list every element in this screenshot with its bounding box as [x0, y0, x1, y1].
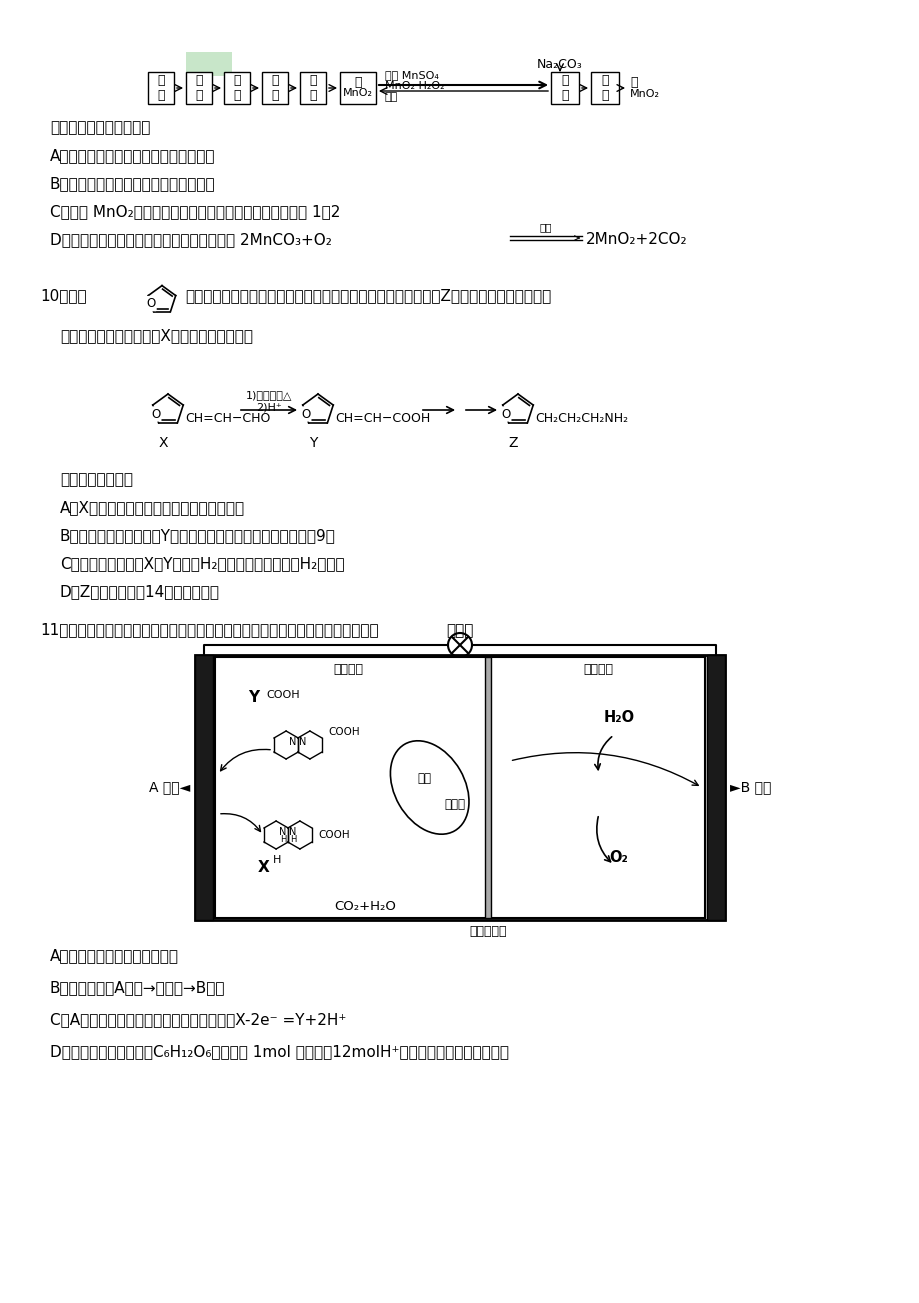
- FancyBboxPatch shape: [590, 72, 618, 104]
- Text: 灰氧条件: 灰氧条件: [334, 663, 363, 676]
- Text: B．不考虑立体异构，与Y具有相同官能团的呋喃类化合物共有9种: B．不考虑立体异构，与Y具有相同官能团的呋喃类化合物共有9种: [60, 528, 335, 543]
- Text: 有机物: 有机物: [444, 797, 465, 810]
- FancyBboxPatch shape: [186, 72, 211, 104]
- Text: B．电子流向：A电极→用电器→B电极: B．电子流向：A电极→用电器→B电极: [50, 980, 225, 995]
- Text: A 电极◄: A 电极◄: [149, 780, 190, 795]
- Text: MnO₂ H₂O₂: MnO₂ H₂O₂: [384, 81, 444, 91]
- Text: CH=CH−COOH: CH=CH−COOH: [335, 412, 430, 425]
- Text: COOH: COOH: [266, 691, 300, 700]
- Text: D．沉锰后焙烧时，发生反应的化学方程式为 2MnCO₃+O₂: D．沉锰后焙烧时，发生反应的化学方程式为 2MnCO₃+O₂: [50, 232, 332, 248]
- Text: 1)银氨溶液△: 1)银氨溶液△: [245, 390, 292, 400]
- FancyBboxPatch shape: [195, 655, 213, 920]
- Text: D．若有机物为葡萄糖（C₆H₁₂O₆），处理 1mol 有机物，12molH⁺透过质子交换膜移动到右室: D．若有机物为葡萄糖（C₆H₁₂O₆），处理 1mol 有机物，12molH⁺透…: [50, 1044, 508, 1059]
- FancyBboxPatch shape: [195, 655, 724, 920]
- Text: N: N: [299, 737, 306, 747]
- Text: 溶液: 溶液: [384, 93, 398, 102]
- Text: N: N: [279, 827, 287, 837]
- Text: C．在粗 MnO₂溶解时，氧化剂与还原剂为物质的量之比为 1：2: C．在粗 MnO₂溶解时，氧化剂与还原剂为物质的量之比为 1：2: [50, 205, 340, 219]
- Text: X: X: [158, 437, 167, 450]
- FancyBboxPatch shape: [550, 72, 578, 104]
- Text: 焙烧: 焙烧: [539, 222, 551, 232]
- Text: ►B 电极: ►B 电极: [729, 780, 770, 795]
- Text: 滤
渣: 滤 渣: [271, 74, 278, 102]
- FancyBboxPatch shape: [223, 72, 250, 104]
- FancyBboxPatch shape: [484, 657, 490, 919]
- FancyBboxPatch shape: [186, 52, 232, 76]
- Text: COOH: COOH: [328, 727, 359, 737]
- Text: 纯: 纯: [630, 76, 637, 89]
- FancyBboxPatch shape: [148, 72, 174, 104]
- Text: O: O: [501, 408, 510, 421]
- Text: Y: Y: [309, 437, 317, 450]
- Text: MnO₂: MnO₂: [343, 89, 372, 98]
- Text: Z: Z: [507, 437, 517, 450]
- Text: 2)H⁺: 2)H⁺: [255, 403, 281, 412]
- Text: 用电器: 用电器: [446, 623, 473, 638]
- Text: C．A电极上发生氧化反应，电极反应式为：X-2e⁻ =Y+2H⁺: C．A电极上发生氧化反应，电极反应式为：X-2e⁻ =Y+2H⁺: [50, 1012, 346, 1027]
- Text: O: O: [151, 408, 160, 421]
- Text: 粗: 粗: [354, 76, 361, 89]
- Text: CH=CH−CHO: CH=CH−CHO: [185, 412, 270, 425]
- Text: O: O: [146, 297, 155, 310]
- Text: A．X不可能存在芳香类化合物的同分异构体: A．X不可能存在芳香类化合物的同分异构体: [60, 500, 244, 515]
- Text: A．炭包酸浸过程选用的最佳酸为稀硝酸: A．炭包酸浸过程选用的最佳酸为稀硝酸: [50, 149, 215, 163]
- FancyBboxPatch shape: [706, 655, 724, 920]
- Text: Y: Y: [248, 691, 259, 705]
- Text: 11．下图是利用垃圾假单胞菌株分解有机物的电化学原理图。下列说法不正确的是: 11．下图是利用垃圾假单胞菌株分解有机物的电化学原理图。下列说法不正确的是: [40, 622, 379, 637]
- Text: C．相同物质的量的X、Y与足量H₂发生加成反应时，耗H₂量相同: C．相同物质的量的X、Y与足量H₂发生加成反应时，耗H₂量相同: [60, 556, 345, 571]
- Text: 2MnO₂+2CO₂: 2MnO₂+2CO₂: [585, 232, 686, 248]
- Text: O: O: [301, 408, 310, 421]
- Text: 过
滤: 过 滤: [233, 74, 241, 102]
- Text: B．滤渣焙炒过程除去的杂质主要是炭粉: B．滤渣焙炒过程除去的杂质主要是炭粉: [50, 176, 215, 192]
- Text: 硫酸 MnSO₄: 硫酸 MnSO₄: [384, 70, 438, 79]
- FancyBboxPatch shape: [340, 72, 376, 104]
- Text: CO₂+H₂O: CO₂+H₂O: [334, 900, 395, 913]
- Text: H₂O: H₂O: [603, 710, 634, 724]
- Text: O₂: O₂: [608, 850, 628, 865]
- Text: 以下叙述正确的是: 以下叙述正确的是: [60, 472, 133, 487]
- Text: H: H: [273, 855, 281, 865]
- Text: CH₂CH₂CH₂NH₂: CH₂CH₂CH₂NH₂: [535, 412, 628, 425]
- FancyBboxPatch shape: [215, 657, 704, 919]
- Text: Na₂CO₃: Na₂CO₃: [537, 59, 583, 70]
- Text: 焙
炒: 焙 炒: [309, 74, 316, 102]
- Text: 结构的有机物为呋喃类化合物，广泛用于制药，其中呋喃丙胺（Z）是一种抗血吸虫药物，: 结构的有机物为呋喃类化合物，广泛用于制药，其中呋喃丙胺（Z）是一种抗血吸虫药物，: [185, 288, 550, 304]
- Text: D．Z分子中最多有14个原子共平面: D．Z分子中最多有14个原子共平面: [60, 584, 220, 599]
- FancyBboxPatch shape: [300, 72, 325, 104]
- Text: MnO₂: MnO₂: [630, 89, 659, 99]
- Text: 质子交换膜: 质子交换膜: [469, 925, 505, 938]
- FancyBboxPatch shape: [262, 72, 288, 104]
- Text: 有氧条件: 有氧条件: [584, 663, 613, 676]
- Text: 10．具有: 10．具有: [40, 288, 86, 304]
- Text: 实验室可由呋喃丙烯醛（X）经如下途径合成：: 实验室可由呋喃丙烯醛（X）经如下途径合成：: [60, 328, 253, 343]
- Text: A．该过程将化学能转化为电能: A．该过程将化学能转化为电能: [50, 949, 179, 963]
- Text: 下列有关说法不正确的是: 下列有关说法不正确的是: [50, 120, 150, 136]
- Text: H: H: [289, 835, 296, 844]
- Text: 焙
烧: 焙 烧: [601, 74, 608, 102]
- Text: H: H: [279, 835, 286, 844]
- Text: 酸
浸: 酸 浸: [195, 74, 202, 102]
- Text: N: N: [289, 737, 296, 747]
- Text: COOH: COOH: [318, 830, 349, 840]
- Text: 菌株: 菌株: [417, 773, 431, 786]
- Text: 炭
包: 炭 包: [157, 74, 165, 102]
- Ellipse shape: [390, 741, 469, 834]
- Text: 沉
锰: 沉 锰: [561, 74, 568, 102]
- Text: X: X: [257, 860, 269, 876]
- Text: N: N: [289, 827, 296, 837]
